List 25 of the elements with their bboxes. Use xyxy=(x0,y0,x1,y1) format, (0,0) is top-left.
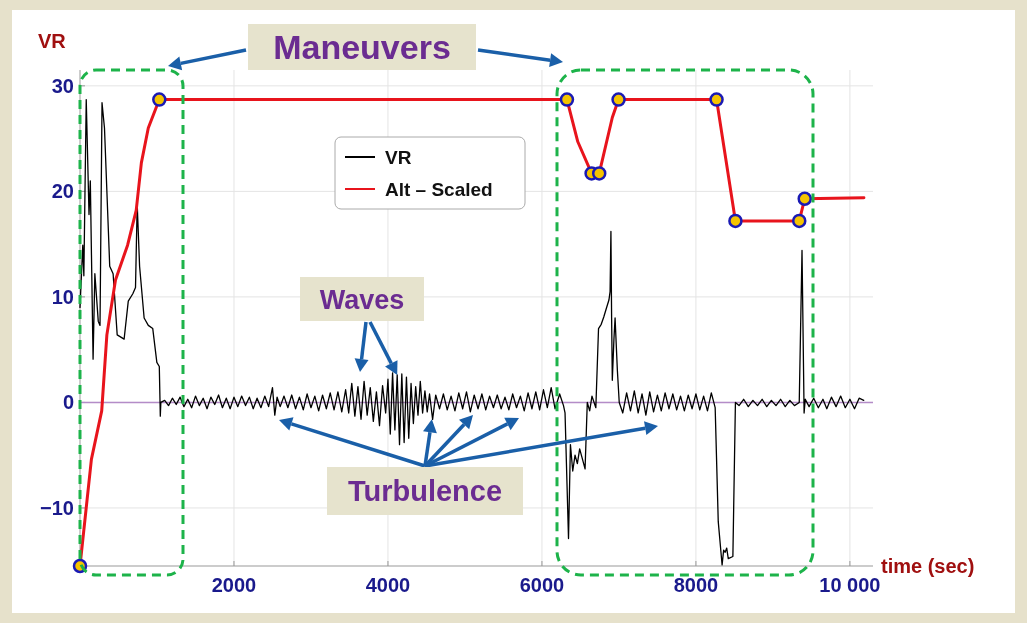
y-tick-label: 0 xyxy=(62,391,74,414)
annotation: Waves xyxy=(319,284,405,315)
point xyxy=(591,166,607,181)
point xyxy=(791,213,807,229)
y-tick-label: 10 xyxy=(51,285,74,308)
x-tick-label: 2000 xyxy=(211,574,257,596)
point xyxy=(709,92,724,107)
y-tick-label: 30 xyxy=(51,74,74,97)
x-tick-label: 4000 xyxy=(365,574,411,596)
text: Maneuvers xyxy=(273,28,451,67)
x-tick-label: 8000 xyxy=(673,574,719,596)
legend-label: Alt – Scaled xyxy=(385,179,493,200)
annotation: Turbulence xyxy=(347,475,503,508)
point xyxy=(559,92,575,107)
y-axis-title: VR xyxy=(38,30,67,52)
legend-label: VR xyxy=(385,147,412,168)
y-tick-label: −10 xyxy=(40,496,74,519)
point xyxy=(797,191,812,206)
point xyxy=(728,213,743,229)
y-tick-label: 20 xyxy=(51,180,74,203)
point xyxy=(611,92,626,107)
point xyxy=(152,92,167,107)
x-tick-label: 10 000 xyxy=(819,574,881,596)
x-tick-label: 6000 xyxy=(519,574,565,596)
x-axis-title: time (sec) xyxy=(881,555,975,577)
